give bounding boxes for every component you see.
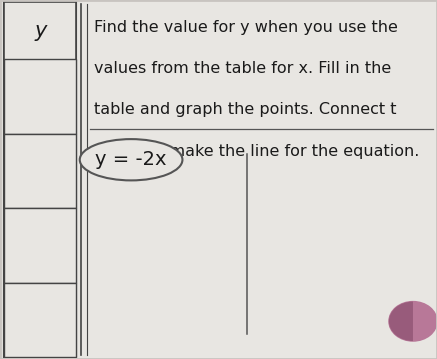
Bar	[4, 134, 76, 208]
Text: y = -2x: y = -2x	[95, 150, 167, 169]
Text: values from the table for x. Fill in the: values from the table for x. Fill in the	[94, 61, 391, 76]
Circle shape	[389, 302, 437, 341]
Text: Find the value for y when you use the: Find the value for y when you use the	[94, 20, 398, 35]
Text: y: y	[34, 22, 47, 41]
Bar	[4, 59, 76, 134]
Bar	[4, 208, 76, 283]
Bar	[4, 2, 76, 357]
Wedge shape	[389, 302, 413, 341]
Text: table and graph the points. Connect t: table and graph the points. Connect t	[94, 102, 396, 117]
Ellipse shape	[80, 139, 183, 181]
Bar	[4, 2, 76, 61]
Bar	[4, 283, 76, 357]
Text: points to make the line for the equation.: points to make the line for the equation…	[94, 144, 420, 159]
